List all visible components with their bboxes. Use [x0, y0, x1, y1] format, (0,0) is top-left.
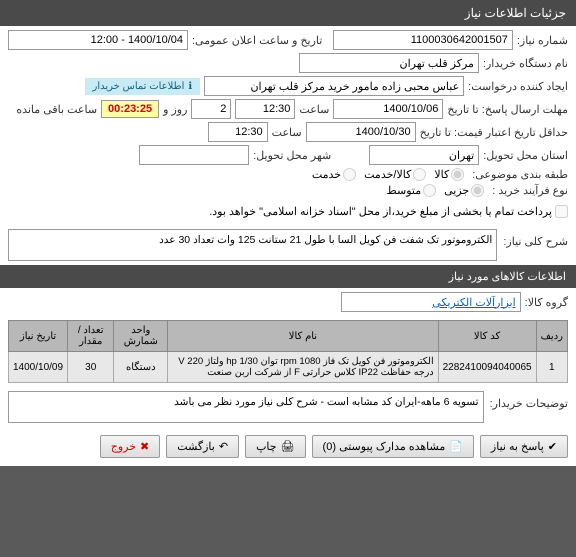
need-desc-label: شرح کلی نیاز: [503, 229, 568, 248]
goods-section-title: اطلاعات کالاهای مورد نیاز [0, 265, 576, 288]
table-cell: 30 [68, 352, 114, 383]
header-section: شماره نیاز: 1100030642001507 تاریخ و ساع… [0, 26, 576, 225]
public-time-label: تاریخ و ساعت اعلان عمومی: [192, 34, 322, 47]
class-label: طبقه بندی موضوعی: [472, 168, 568, 181]
attachments-button[interactable]: 📄 مشاهده مدارک پیوستی (0) [312, 435, 474, 458]
countdown-timer: 00:23:25 [101, 100, 159, 118]
validity-date: 1400/10/30 [306, 122, 416, 142]
doc-icon: 📄 [449, 440, 463, 453]
time-label-1: ساعت [299, 103, 329, 116]
goods-table: ردیفکد کالانام کالاواحد شمارشتعداد / مقد… [8, 320, 568, 383]
days-label: روز و [163, 103, 187, 116]
deadline-label: مهلت ارسال پاسخ: تا تاریخ [447, 103, 568, 116]
class-goods-service-radio[interactable]: کالا/خدمت [364, 168, 426, 181]
table-cell: 2282410094040065 [438, 352, 536, 383]
need-details-modal: جزئیات اطلاعات نیاز شماره نیاز: 11000306… [0, 0, 576, 466]
requester-field: عباس محبی زاده مامور خرید مرکز قلب تهران [204, 76, 464, 96]
exit-button[interactable]: ✖ خروج [100, 435, 161, 458]
group-label: گروه کالا: [525, 296, 568, 309]
public-time-field: 1400/10/04 - 12:00 [8, 30, 188, 50]
table-cell: 1 [536, 352, 567, 383]
city-field [139, 145, 249, 165]
bt-partial-radio[interactable]: جزیی [444, 184, 484, 197]
need-no-label: شماره نیاز: [517, 34, 568, 47]
table-header: نام کالا [168, 321, 438, 352]
deadline-date: 1400/10/06 [333, 99, 443, 119]
back-icon: ↶ [219, 440, 228, 453]
requester-label: ایجاد کننده درخواست: [468, 80, 568, 93]
deadline-time: 12:30 [235, 99, 295, 119]
modal-title: جزئیات اطلاعات نیاز [0, 0, 576, 26]
buyer-contact-label: اطلاعات تماس خریدار [93, 81, 185, 92]
table-cell: الکتروموتور فن کویل تک فاز rpm 1080 توان… [168, 352, 438, 383]
table-row[interactable]: 12282410094040065الکتروموتور فن کویل تک … [9, 352, 568, 383]
time-label-2: ساعت [272, 126, 302, 139]
table-header: کد کالا [438, 321, 536, 352]
check-icon: ✔ [548, 440, 557, 453]
buyer-note-box: تسویه 6 ماهه-ایران کد مشابه است - شرح کل… [8, 391, 484, 423]
table-cell: 1400/10/09 [9, 352, 68, 383]
table-header: ردیف [536, 321, 567, 352]
buyer-note-label: توضیحات خریدار: [490, 391, 568, 410]
print-button[interactable]: 🖨 چاپ [245, 435, 305, 458]
validity-time: 12:30 [208, 122, 268, 142]
table-cell: دستگاه [114, 352, 168, 383]
province-field: تهران [369, 145, 479, 165]
group-link[interactable]: ابزارآلات الکتریکی [341, 292, 521, 312]
partial-pay-checkbox[interactable]: پرداخت تمام یا بخشی از مبلغ خرید،از محل … [209, 205, 568, 218]
info-icon: ℹ [188, 81, 192, 92]
table-header: واحد شمارش [114, 321, 168, 352]
footer-buttons: ✔ پاسخ به نیاز 📄 مشاهده مدارک پیوستی (0)… [0, 427, 576, 466]
need-desc-box: الکتروموتور تک شفت فن کویل السا با طول 2… [8, 229, 497, 261]
city-label: شهر محل تحویل: [253, 149, 331, 162]
respond-button[interactable]: ✔ پاسخ به نیاز [480, 435, 568, 458]
buy-type-label: نوع فرآیند خرید : [492, 184, 568, 197]
exit-icon: ✖ [140, 440, 149, 453]
need-no-field: 1100030642001507 [333, 30, 513, 50]
back-button[interactable]: ↶ بازگشت [166, 435, 239, 458]
class-service-radio[interactable]: خدمت [312, 168, 356, 181]
bt-medium-radio[interactable]: متوسط [387, 184, 437, 197]
class-goods-radio[interactable]: کالا [434, 168, 464, 181]
remain-label: ساعت باقی مانده [16, 103, 97, 116]
table-header: تعداد / مقدار [68, 321, 114, 352]
buyer-org-field: مرکز قلب تهران [299, 53, 479, 73]
print-icon: 🖨 [281, 440, 295, 453]
table-header: تاریخ نیاز [9, 321, 68, 352]
buyer-contact-bar[interactable]: ℹ اطلاعات تماس خریدار [85, 78, 201, 95]
days-field: 2 [191, 99, 231, 119]
buyer-org-label: نام دستگاه خریدار: [483, 57, 568, 70]
validity-label: حداقل تاریخ اعتبار قیمت: تا تاریخ [420, 126, 568, 139]
province-label: استان محل تحویل: [483, 149, 568, 162]
